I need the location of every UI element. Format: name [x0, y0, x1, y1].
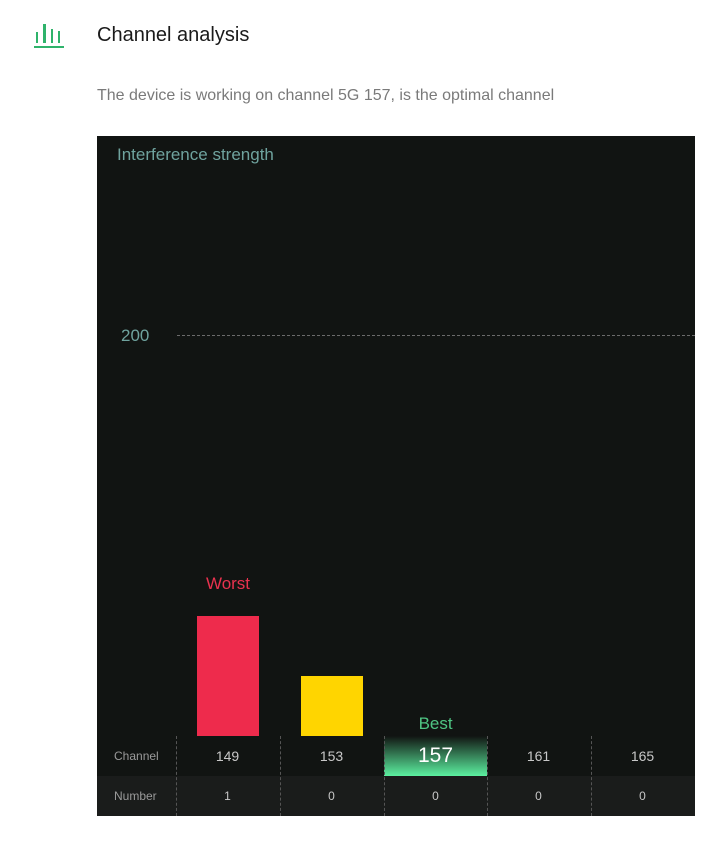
- y-tick-200: 200: [121, 326, 150, 345]
- bar-annotation-worst: Worst: [205, 574, 251, 593]
- channel-chart: Interference strength 200 Worst Best Chan…: [97, 136, 695, 816]
- gridline-200: [177, 335, 695, 336]
- bar-signal-icon: [34, 24, 64, 48]
- column-divider: [487, 736, 488, 816]
- channel-cell-161[interactable]: 161: [526, 748, 551, 764]
- section-title: Channel analysis: [97, 24, 250, 46]
- channel-row-label: Channel: [114, 749, 159, 763]
- channel-cell-149[interactable]: 149: [215, 748, 240, 764]
- column-divider: [384, 736, 385, 816]
- number-cell: 1: [224, 789, 231, 803]
- column-divider: [280, 736, 281, 816]
- section-header: Channel analysis: [0, 0, 720, 72]
- channel-cell-157-current[interactable]: 157: [384, 736, 487, 776]
- y-axis-label: Interference strength: [117, 145, 274, 164]
- bar-153: [300, 676, 363, 736]
- number-cell: 0: [432, 789, 439, 803]
- channel-description: The device is working on channel 5G 157,…: [97, 87, 555, 104]
- bar-149: [197, 616, 259, 736]
- column-divider: [176, 736, 177, 816]
- number-row-label: Number: [114, 789, 157, 803]
- number-cell: 0: [328, 789, 335, 803]
- channel-row: Channel 149 153 157 161 165: [97, 736, 695, 776]
- number-cell: 0: [639, 789, 646, 803]
- channel-cell-165[interactable]: 165: [630, 748, 655, 764]
- channel-cell-153[interactable]: 153: [319, 748, 344, 764]
- number-row: Number 1 0 0 0 0: [97, 776, 695, 816]
- column-divider: [591, 736, 592, 816]
- number-cell: 0: [535, 789, 542, 803]
- bar-annotation-best: Best: [418, 714, 453, 733]
